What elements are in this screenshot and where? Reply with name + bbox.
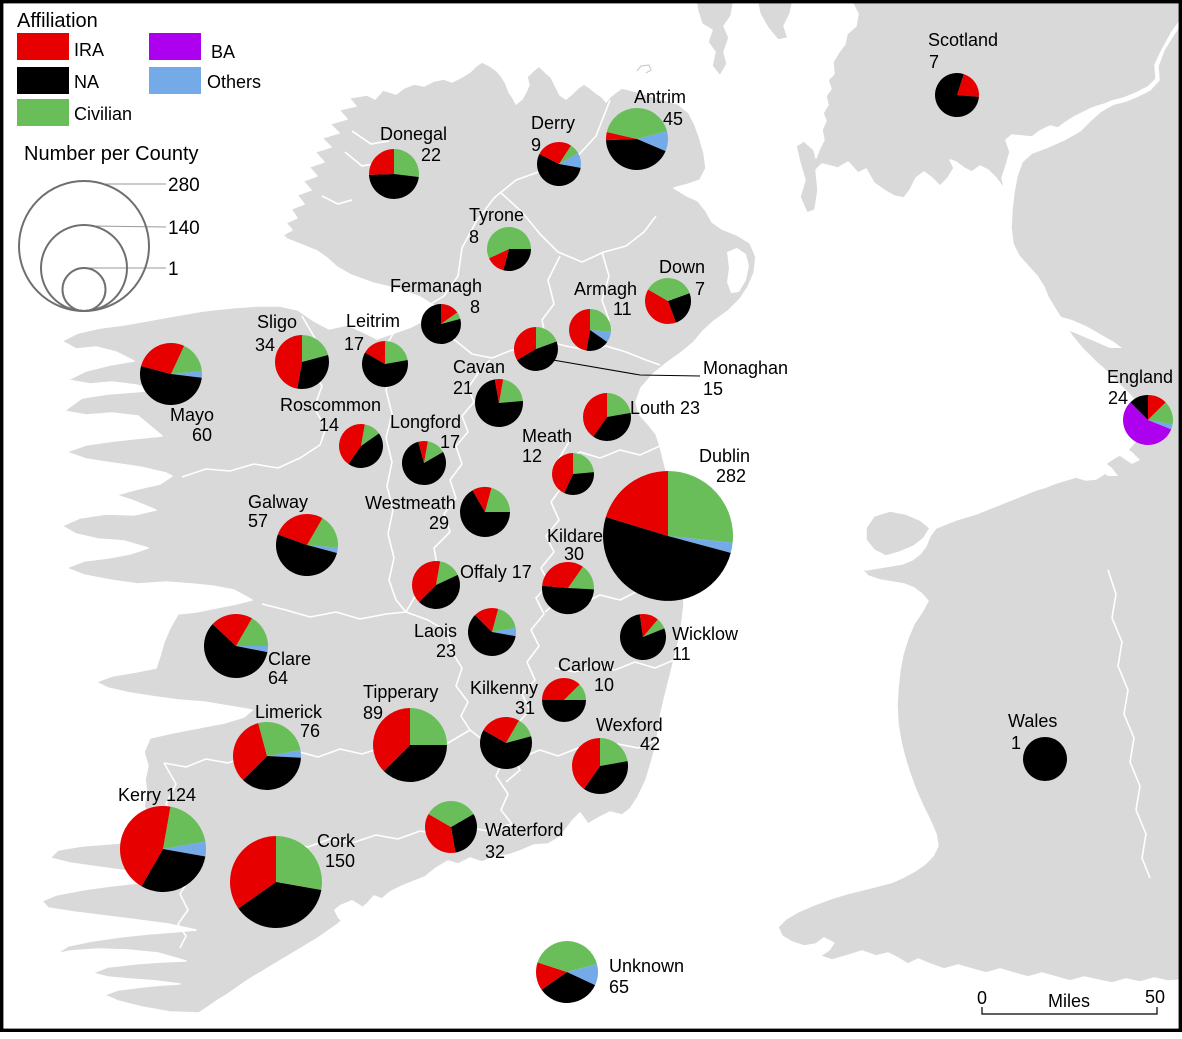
svg-text:14: 14: [319, 415, 339, 435]
svg-text:Longford: Longford: [390, 412, 461, 432]
svg-text:Derry: Derry: [531, 113, 575, 133]
svg-text:Unknown: Unknown: [609, 956, 684, 976]
svg-text:Donegal: Donegal: [380, 124, 447, 144]
svg-text:34: 34: [255, 335, 275, 355]
svg-text:Wales: Wales: [1008, 711, 1057, 731]
svg-text:Armagh: Armagh: [574, 279, 637, 299]
svg-text:45: 45: [663, 109, 683, 129]
svg-text:Affiliation: Affiliation: [17, 10, 98, 32]
svg-text:IRA: IRA: [74, 40, 104, 60]
svg-text:Monaghan: Monaghan: [703, 358, 788, 378]
svg-text:280: 280: [168, 175, 200, 196]
svg-text:42: 42: [640, 734, 660, 754]
svg-text:89: 89: [363, 703, 383, 723]
svg-text:Clare: Clare: [268, 649, 311, 669]
svg-text:150: 150: [325, 851, 355, 871]
svg-text:Cavan: Cavan: [453, 357, 505, 377]
svg-text:Miles: Miles: [1048, 991, 1090, 1011]
svg-text:31: 31: [515, 698, 535, 718]
svg-text:Mayo: Mayo: [170, 405, 214, 425]
svg-text:Dublin: Dublin: [699, 446, 750, 466]
svg-text:Antrim: Antrim: [634, 87, 686, 107]
svg-text:29: 29: [429, 513, 449, 533]
svg-text:Civilian: Civilian: [74, 104, 132, 124]
svg-text:Meath: Meath: [522, 426, 572, 446]
svg-text:10: 10: [594, 675, 614, 695]
svg-text:57: 57: [248, 511, 268, 531]
svg-text:Cork: Cork: [317, 831, 356, 851]
svg-text:7: 7: [695, 279, 705, 299]
svg-text:17: 17: [344, 334, 364, 354]
svg-text:24: 24: [1108, 388, 1128, 408]
svg-text:Tipperary: Tipperary: [363, 682, 438, 702]
svg-text:Sligo: Sligo: [257, 312, 297, 332]
svg-text:23: 23: [436, 641, 456, 661]
svg-text:Galway: Galway: [248, 492, 308, 512]
svg-text:64: 64: [268, 668, 288, 688]
svg-text:7: 7: [929, 52, 939, 72]
svg-text:17: 17: [440, 432, 460, 452]
svg-text:15: 15: [703, 379, 723, 399]
svg-text:England: England: [1107, 367, 1173, 387]
svg-text:NA: NA: [74, 72, 99, 92]
svg-text:Laois: Laois: [414, 621, 457, 641]
svg-text:1: 1: [168, 259, 179, 280]
svg-text:65: 65: [609, 977, 629, 997]
svg-text:Wicklow: Wicklow: [672, 624, 739, 644]
svg-text:30: 30: [564, 544, 584, 564]
svg-text:Down: Down: [659, 257, 705, 277]
svg-text:Kildare: Kildare: [547, 526, 603, 546]
svg-text:Wexford: Wexford: [596, 715, 663, 735]
svg-text:0: 0: [977, 988, 987, 1008]
svg-text:12: 12: [522, 446, 542, 466]
svg-text:32: 32: [485, 842, 505, 862]
svg-text:Westmeath: Westmeath: [365, 493, 456, 513]
svg-text:Offaly 17: Offaly 17: [460, 562, 532, 582]
svg-text:Kerry 124: Kerry 124: [118, 785, 196, 805]
svg-text:8: 8: [470, 297, 480, 317]
svg-text:60: 60: [192, 425, 212, 445]
svg-text:1: 1: [1011, 733, 1021, 753]
svg-text:BA: BA: [211, 42, 235, 62]
svg-text:Leitrim: Leitrim: [346, 311, 400, 331]
svg-text:8: 8: [469, 227, 479, 247]
svg-text:Scotland: Scotland: [928, 30, 998, 50]
svg-text:Others: Others: [207, 72, 261, 92]
svg-text:Roscommon: Roscommon: [280, 395, 381, 415]
svg-text:Kilkenny: Kilkenny: [470, 678, 538, 698]
svg-text:Number per County: Number per County: [24, 143, 199, 165]
svg-text:22: 22: [421, 145, 441, 165]
svg-text:Fermanagh: Fermanagh: [390, 276, 482, 296]
svg-text:9: 9: [531, 135, 541, 155]
svg-text:Limerick: Limerick: [255, 702, 323, 722]
svg-text:11: 11: [672, 644, 691, 664]
svg-text:Carlow: Carlow: [558, 655, 615, 675]
svg-text:11: 11: [613, 299, 632, 319]
svg-text:Louth 23: Louth 23: [630, 398, 700, 418]
svg-text:21: 21: [453, 378, 473, 398]
svg-text:Waterford: Waterford: [485, 820, 563, 840]
svg-text:140: 140: [168, 218, 200, 239]
svg-text:Tyrone: Tyrone: [469, 205, 524, 225]
svg-text:76: 76: [300, 721, 320, 741]
svg-text:50: 50: [1145, 987, 1165, 1007]
svg-text:282: 282: [716, 466, 746, 486]
